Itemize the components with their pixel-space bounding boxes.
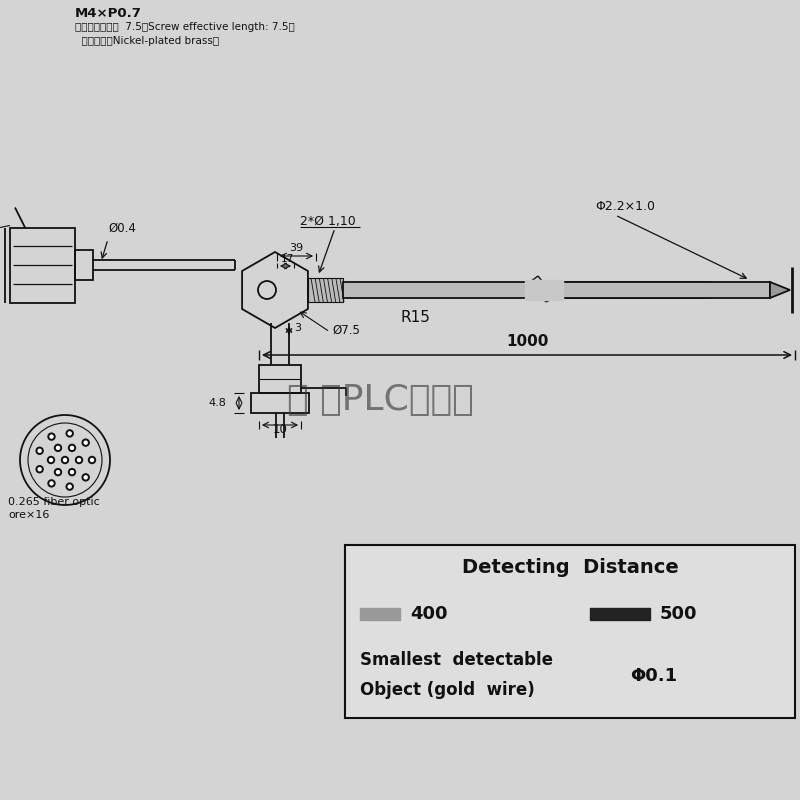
Bar xyxy=(10,227,75,302)
Text: Object (gold  wire): Object (gold wire) xyxy=(360,681,534,699)
Text: Detecting  Distance: Detecting Distance xyxy=(462,558,678,577)
Circle shape xyxy=(62,457,69,463)
Circle shape xyxy=(84,476,87,479)
Circle shape xyxy=(75,457,82,463)
Circle shape xyxy=(57,446,59,450)
Circle shape xyxy=(70,446,74,450)
Text: 格 格PLC采购店: 格 格PLC采购店 xyxy=(286,383,474,417)
Polygon shape xyxy=(770,282,790,298)
Text: 1000: 1000 xyxy=(506,334,548,349)
Circle shape xyxy=(69,469,75,476)
Circle shape xyxy=(69,444,75,451)
Circle shape xyxy=(36,447,43,454)
Circle shape xyxy=(82,474,89,481)
Text: 10: 10 xyxy=(273,423,287,436)
Circle shape xyxy=(82,439,89,446)
Text: 镀镖黄铜（Nickel-plated brass）: 镀镖黄铜（Nickel-plated brass） xyxy=(75,36,219,46)
Circle shape xyxy=(66,483,73,490)
Text: R15: R15 xyxy=(400,310,430,325)
Bar xyxy=(590,608,650,620)
Circle shape xyxy=(63,458,66,462)
Circle shape xyxy=(84,441,87,444)
Text: 4.8: 4.8 xyxy=(208,398,226,408)
Text: 500: 500 xyxy=(660,605,698,623)
Bar xyxy=(259,365,301,393)
Circle shape xyxy=(90,458,94,462)
Bar xyxy=(345,545,795,718)
Text: M4×P0.7: M4×P0.7 xyxy=(75,7,142,20)
Circle shape xyxy=(78,458,81,462)
Text: 2*Ø 1,10: 2*Ø 1,10 xyxy=(300,215,356,228)
Text: Ø0.4: Ø0.4 xyxy=(108,222,136,235)
Bar xyxy=(308,278,343,302)
Circle shape xyxy=(48,480,55,487)
Circle shape xyxy=(47,457,54,463)
Circle shape xyxy=(54,469,62,476)
Circle shape xyxy=(38,450,41,452)
Circle shape xyxy=(50,482,53,485)
Text: Smallest  detectable: Smallest detectable xyxy=(360,651,553,669)
Circle shape xyxy=(50,458,53,462)
Text: Ø7.5: Ø7.5 xyxy=(332,324,360,337)
Text: 螺节有效长度：  7.5（Screw effective length: 7.5）: 螺节有效长度： 7.5（Screw effective length: 7.5） xyxy=(75,22,294,32)
Bar xyxy=(251,393,309,413)
Circle shape xyxy=(54,444,62,451)
Circle shape xyxy=(38,468,41,470)
Bar xyxy=(343,282,710,298)
Text: 3: 3 xyxy=(294,323,301,333)
Text: 0.265 fiber optic: 0.265 fiber optic xyxy=(8,497,100,507)
Circle shape xyxy=(66,430,73,437)
Circle shape xyxy=(57,470,59,474)
Circle shape xyxy=(68,432,71,435)
Text: ore×16: ore×16 xyxy=(8,510,50,520)
Bar xyxy=(360,608,400,620)
Circle shape xyxy=(68,485,71,488)
Bar xyxy=(525,280,563,300)
Circle shape xyxy=(89,457,95,463)
Text: 17: 17 xyxy=(281,254,294,264)
Text: Φ0.1: Φ0.1 xyxy=(630,667,677,685)
Text: 39: 39 xyxy=(289,243,303,253)
Circle shape xyxy=(36,466,43,473)
Text: Φ2.2×1.0: Φ2.2×1.0 xyxy=(595,200,655,213)
Bar xyxy=(554,282,770,298)
Bar xyxy=(75,250,93,280)
Circle shape xyxy=(50,435,53,438)
Text: 400: 400 xyxy=(410,605,447,623)
Circle shape xyxy=(48,433,55,440)
Circle shape xyxy=(70,470,74,474)
